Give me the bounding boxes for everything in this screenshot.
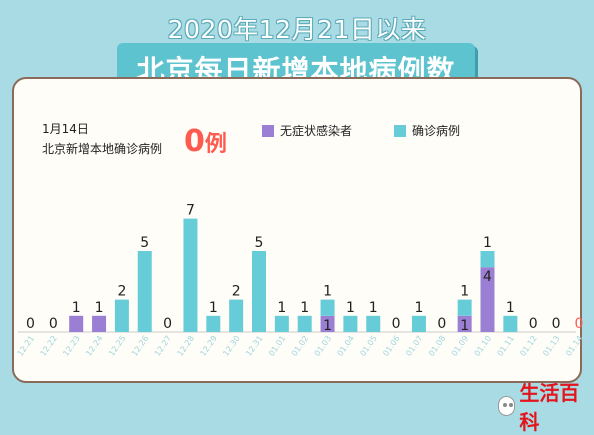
data-label: 0 xyxy=(437,316,446,332)
info-label: 北京新增本地确诊病例 xyxy=(42,142,163,156)
header-date: 2020年12月21日以来 xyxy=(167,15,427,44)
bar-confirmed xyxy=(366,315,381,332)
data-label-confirmed: 1 xyxy=(483,235,492,251)
data-label-asymptomatic: 4 xyxy=(483,269,492,285)
data-label: 0 xyxy=(529,316,538,332)
bar-confirmed xyxy=(114,299,129,332)
legend-item-asymptomatic: 无症状感染者 xyxy=(262,122,352,139)
data-label: 0 xyxy=(552,316,561,332)
badge-label: 生活百科 xyxy=(519,381,580,434)
source-badge: 生活百科 xyxy=(498,381,594,434)
bar-confirmed xyxy=(274,315,289,332)
data-label: 1 xyxy=(346,300,355,316)
wechat-icon xyxy=(498,396,516,416)
x-tick-label: 01.13 xyxy=(541,334,562,358)
data-label: 7 xyxy=(186,203,195,219)
x-tick-label: 12.23 xyxy=(61,334,82,358)
x-tick-label: 12.31 xyxy=(244,334,265,358)
x-tick-label: 12.26 xyxy=(130,334,151,358)
x-tick-label: 01.03 xyxy=(313,334,334,358)
data-label: 0 xyxy=(574,316,583,332)
x-tick-label: 12.24 xyxy=(84,334,105,358)
x-tick-label: 12.29 xyxy=(198,334,219,358)
x-tick-label: 01.12 xyxy=(518,334,539,358)
x-tick-label: 01.06 xyxy=(381,334,402,358)
bar-asymptomatic xyxy=(92,315,107,332)
info-value: 0例 xyxy=(184,124,227,159)
x-tick-label: 01.05 xyxy=(358,334,379,358)
x-tick-label: 12.25 xyxy=(107,334,128,358)
bar-asymptomatic xyxy=(69,315,84,332)
bar-confirmed xyxy=(137,251,152,332)
legend-swatch-asymptomatic xyxy=(262,124,274,137)
data-label: 1 xyxy=(72,300,81,316)
bar-confirmed xyxy=(320,299,335,316)
data-label-asymptomatic: 1 xyxy=(323,318,332,334)
bar-confirmed xyxy=(252,251,266,332)
data-label-confirmed: 1 xyxy=(460,284,469,300)
data-label: 0 xyxy=(163,316,172,332)
info-date: 1月14日 xyxy=(42,122,89,136)
legend-swatch-confirmed xyxy=(394,124,406,137)
data-label: 5 xyxy=(140,235,149,251)
bar-confirmed xyxy=(480,251,495,268)
bar-confirmed xyxy=(503,315,518,332)
data-label-confirmed: 1 xyxy=(323,284,332,300)
legend-item-confirmed: 确诊病例 xyxy=(394,122,460,139)
bar-confirmed xyxy=(183,218,198,332)
legend-label-asymptomatic: 无症状感染者 xyxy=(280,124,353,138)
x-tick-label: 01.09 xyxy=(450,334,471,358)
data-label: 2 xyxy=(117,284,126,300)
bar-asymptomatic xyxy=(320,315,335,332)
info-number: 0 xyxy=(184,124,205,159)
data-label: 1 xyxy=(277,300,286,316)
x-tick-label: 12.30 xyxy=(221,334,242,358)
data-label: 0 xyxy=(392,316,401,332)
data-label: 1 xyxy=(414,300,423,316)
x-tick-label: 01.04 xyxy=(336,334,357,358)
data-label: 1 xyxy=(506,300,515,316)
x-tick-label: 01.02 xyxy=(290,334,311,358)
data-label: 1 xyxy=(209,300,218,316)
data-label-asymptomatic: 1 xyxy=(460,318,469,334)
data-label: 1 xyxy=(95,300,104,316)
x-tick-label: 01.08 xyxy=(427,334,448,358)
bar-confirmed xyxy=(297,315,312,332)
data-label: 1 xyxy=(300,300,309,316)
bar-asymptomatic xyxy=(457,315,472,332)
bar-confirmed xyxy=(411,315,426,332)
bar-confirmed xyxy=(206,315,221,332)
x-tick-label: 01.01 xyxy=(267,334,288,358)
bar-asymptomatic xyxy=(480,267,495,332)
data-label: 0 xyxy=(49,316,58,332)
x-tick-label: 12.28 xyxy=(176,334,197,358)
x-tick-label: 12.21 xyxy=(16,334,37,358)
x-tick-label: 12.27 xyxy=(153,334,174,358)
legend-label-confirmed: 确诊病例 xyxy=(412,124,461,138)
x-tick-label: 01.10 xyxy=(473,334,494,358)
x-tick-label: 01.14 xyxy=(564,334,585,358)
data-label: 5 xyxy=(255,235,264,251)
data-label: 2 xyxy=(232,284,241,300)
x-tick-label: 01.11 xyxy=(495,334,516,358)
bar-confirmed xyxy=(457,299,472,316)
x-tick-label: 01.07 xyxy=(404,334,425,358)
bar-confirmed xyxy=(343,315,358,332)
info-unit: 例 xyxy=(204,132,227,157)
data-label: 1 xyxy=(369,300,378,316)
bar-confirmed xyxy=(229,299,244,332)
data-label: 0 xyxy=(26,316,35,332)
x-tick-label: 12.22 xyxy=(38,334,59,358)
